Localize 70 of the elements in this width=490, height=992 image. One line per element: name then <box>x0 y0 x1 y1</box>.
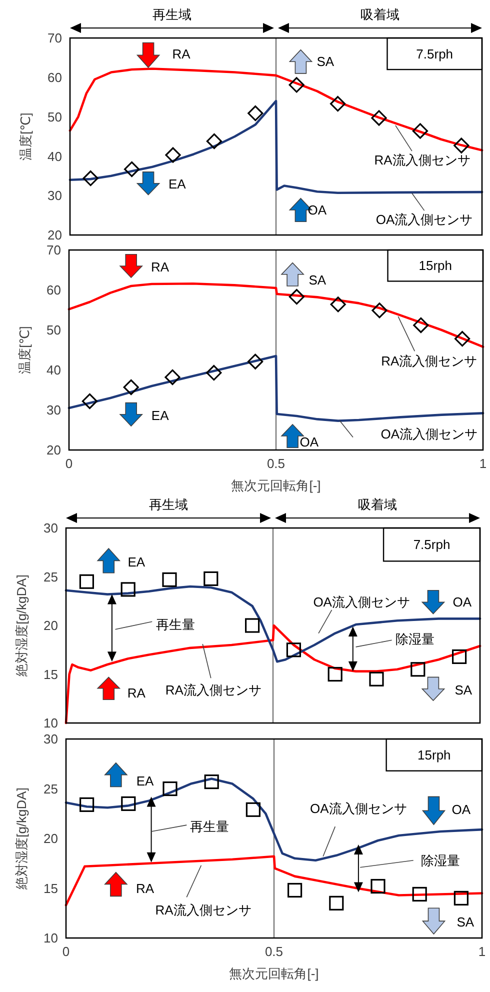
y-tick-label: 15 <box>44 666 58 682</box>
annotation: OA流入側センサ <box>313 594 410 610</box>
annotation: 除湿量 <box>396 632 434 647</box>
y-tick-label: 20 <box>46 442 61 458</box>
annotation: 15rph <box>418 747 451 762</box>
y-tick-label: 60 <box>48 70 62 85</box>
annotation: 15rph <box>418 258 452 274</box>
y-tick-label: 30 <box>44 520 58 536</box>
y-tick-label: 15 <box>44 880 58 896</box>
annotation: EA <box>136 773 154 788</box>
annotation: RA流入側センサ <box>155 902 252 918</box>
annotation: OA <box>308 202 327 218</box>
x-tick-label: 0.5 <box>266 456 286 471</box>
y-tick-label: 25 <box>44 781 58 796</box>
y-tick-label: 25 <box>44 569 58 584</box>
annotation: SA <box>308 272 326 288</box>
text: 再生域 <box>152 7 192 22</box>
annotation: 再生量 <box>156 617 195 632</box>
annotation: OA流入側センサ <box>310 801 407 816</box>
y-tick-label: 20 <box>48 228 62 243</box>
annotation: RA流入側センサ <box>381 353 478 368</box>
y-tick-label: 50 <box>48 109 62 124</box>
annotation: 除湿量 <box>420 852 460 868</box>
annotation: OA流入側センサ <box>376 212 473 227</box>
y-tick-label: 20 <box>44 831 58 846</box>
annotation: RA <box>136 880 154 896</box>
annotation: EA <box>168 176 186 192</box>
annotation: OA流入側センサ <box>380 426 478 442</box>
y-tick-label: 70 <box>48 30 62 46</box>
x-axis-title: 無次元回転角[-] <box>229 966 319 981</box>
annotation: OA <box>300 434 319 450</box>
y-axis-title: 温度[℃] <box>17 326 32 374</box>
annotation: SA <box>456 914 474 930</box>
text: 吸着域 <box>358 497 397 512</box>
y-tick-label: 40 <box>46 362 61 378</box>
y-axis-title: 温度[℃] <box>18 112 33 160</box>
annotation: EA <box>151 408 170 424</box>
x-tick-label: 0 <box>65 456 73 471</box>
annotation: RA流入側センサ <box>165 682 262 698</box>
x-tick-label: 0 <box>62 944 70 959</box>
y-tick-label: 30 <box>44 732 58 747</box>
y-axis-title: 絶対湿度[g/kgDA] <box>14 574 29 678</box>
x-tick-label: 1 <box>478 944 486 959</box>
annotation: SA <box>454 682 472 698</box>
y-tick-label: 10 <box>44 930 58 946</box>
annotation: OA <box>452 594 472 610</box>
y-tick-label: 40 <box>48 148 62 164</box>
annotation: RA <box>172 46 191 62</box>
text: 吸着域 <box>360 7 400 22</box>
annotation: RA <box>151 259 170 274</box>
y-tick-label: 50 <box>46 322 61 338</box>
x-tick-label: 0.5 <box>264 944 284 959</box>
y-axis-title: 絶対湿度[g/kgDA] <box>14 788 29 890</box>
y-tick-label: 30 <box>48 188 62 204</box>
x-axis-title: 無次元回転角[-] <box>231 478 321 493</box>
annotation: RA流入側センサ <box>374 152 470 168</box>
annotation: SA <box>316 54 334 70</box>
annotation: EA <box>128 554 146 570</box>
annotation: RA <box>127 685 146 700</box>
text: 再生域 <box>149 497 188 512</box>
annotation: OA <box>452 802 471 818</box>
x-tick-label: 1 <box>479 456 487 471</box>
annotation: 7.5rph <box>416 46 454 62</box>
y-tick-label: 30 <box>46 402 61 418</box>
y-tick-label: 10 <box>44 716 58 731</box>
annotation: 7.5rph <box>413 537 450 552</box>
annotation: 再生量 <box>190 819 230 834</box>
y-tick-label: 70 <box>46 242 61 258</box>
y-tick-label: 20 <box>44 618 58 634</box>
y-tick-label: 60 <box>46 282 61 298</box>
